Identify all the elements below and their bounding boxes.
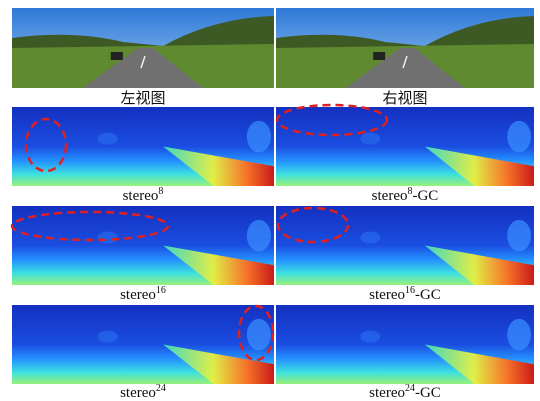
caption-suffix: -GC xyxy=(415,287,441,303)
left-image xyxy=(12,8,274,88)
caption-base: stereo xyxy=(369,385,405,401)
figure: 左视图 右视图 stereo8 stereo8-GC stereo16 ster… xyxy=(0,0,540,401)
caption-base: stereo xyxy=(120,385,156,401)
caption-sup: 24 xyxy=(405,383,415,394)
caption-suffix: -GC xyxy=(415,385,441,401)
caption-sup: 16 xyxy=(156,285,166,296)
caption: 右视图 xyxy=(382,90,427,107)
caption-sup: 24 xyxy=(156,383,166,394)
caption-base: stereo xyxy=(123,188,159,204)
caption-sup: 8 xyxy=(158,186,163,197)
caption: stereo8-GC xyxy=(372,186,439,204)
caption: stereo24-GC xyxy=(369,383,441,401)
caption: stereo24 xyxy=(120,383,166,401)
depth-map xyxy=(12,107,274,186)
caption-base: stereo xyxy=(369,287,405,303)
caption-base: stereo xyxy=(372,188,408,204)
depth-map xyxy=(276,206,534,285)
depth-map xyxy=(12,305,274,384)
caption: stereo16-GC xyxy=(369,285,441,303)
right-image xyxy=(276,8,534,88)
depth-map xyxy=(276,107,534,186)
caption: stereo8 xyxy=(123,186,164,204)
caption-sup: 16 xyxy=(405,285,415,296)
caption: stereo16 xyxy=(120,285,166,303)
depth-map xyxy=(12,206,274,285)
caption-suffix: -GC xyxy=(412,188,438,204)
caption-base: stereo xyxy=(120,287,156,303)
depth-map xyxy=(276,305,534,384)
caption: 左视图 xyxy=(120,90,165,107)
